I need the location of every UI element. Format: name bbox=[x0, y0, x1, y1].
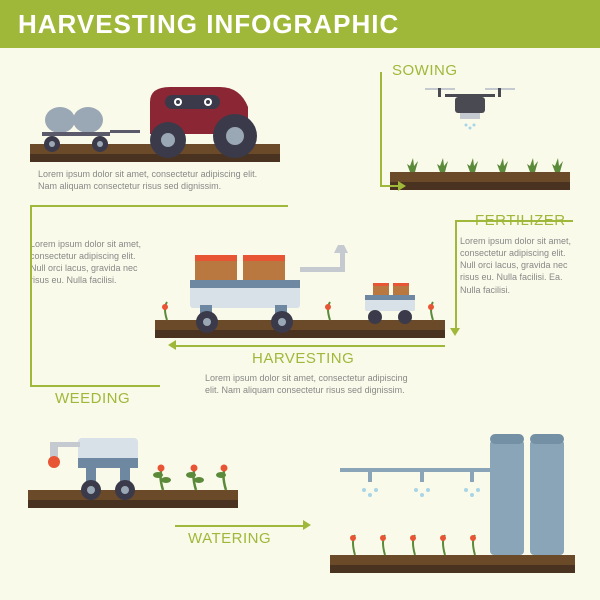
watering-label-box: WATERING bbox=[188, 530, 271, 548]
arrow-icon bbox=[168, 340, 176, 350]
page-title: HARVESTING INFOGRAPHIC bbox=[18, 9, 399, 40]
fertilizer-text: Lorem ipsum dolor sit amet, consectetur … bbox=[460, 235, 575, 296]
harvesting-label: HARVESTING bbox=[252, 350, 354, 367]
connector bbox=[30, 205, 32, 385]
connector bbox=[175, 525, 305, 527]
watering-label: WATERING bbox=[188, 530, 271, 547]
arrow-icon bbox=[450, 328, 460, 336]
weeding-label: WEEDING bbox=[55, 390, 130, 407]
drone-scene bbox=[390, 80, 570, 195]
weeding-scene bbox=[28, 410, 238, 515]
tractor-icon bbox=[30, 62, 280, 162]
harvest-scene bbox=[155, 225, 445, 345]
tractor-scene bbox=[30, 62, 280, 167]
sowing-label: SOWING bbox=[392, 62, 458, 79]
arrow-icon bbox=[398, 181, 406, 191]
header-bar: HARVESTING INFOGRAPHIC bbox=[0, 0, 600, 48]
drone-icon bbox=[390, 80, 570, 190]
connector bbox=[380, 72, 382, 187]
weeding-label-box: WEEDING bbox=[55, 390, 130, 408]
silo-icon bbox=[330, 420, 575, 575]
weeding-robot-icon bbox=[28, 410, 238, 510]
harvesting-text: Lorem ipsum dolor sit amet, consectetur … bbox=[205, 372, 420, 396]
harvesting-label-box: HARVESTING bbox=[252, 350, 354, 368]
sowing-text: Lorem ipsum dolor sit amet, consectetur … bbox=[38, 168, 278, 192]
arrow-icon bbox=[303, 520, 311, 530]
watering-scene bbox=[330, 420, 575, 580]
sowing-label-box: SOWING bbox=[392, 62, 458, 80]
connector bbox=[455, 220, 457, 330]
connector bbox=[30, 205, 288, 207]
connector bbox=[175, 345, 445, 347]
connector bbox=[455, 220, 573, 222]
connector bbox=[380, 185, 400, 187]
harvest-robot-icon bbox=[155, 225, 445, 340]
weeding-text: Lorem ipsum dolor sit amet, consectetur … bbox=[30, 238, 142, 287]
connector bbox=[30, 385, 160, 387]
